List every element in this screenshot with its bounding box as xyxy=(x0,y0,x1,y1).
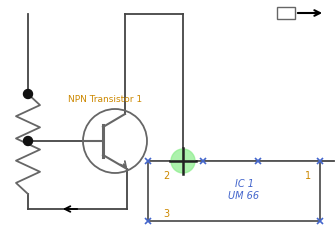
Text: 2: 2 xyxy=(163,170,169,180)
Circle shape xyxy=(171,149,195,173)
Circle shape xyxy=(23,137,32,146)
Text: IC 1: IC 1 xyxy=(234,178,254,188)
Text: UM 66: UM 66 xyxy=(228,190,260,200)
Text: NPN Transistor 1: NPN Transistor 1 xyxy=(68,95,142,104)
Circle shape xyxy=(23,90,32,99)
Bar xyxy=(148,161,320,221)
Text: 1: 1 xyxy=(305,170,311,180)
Bar xyxy=(277,8,295,20)
Text: 3: 3 xyxy=(163,208,169,218)
